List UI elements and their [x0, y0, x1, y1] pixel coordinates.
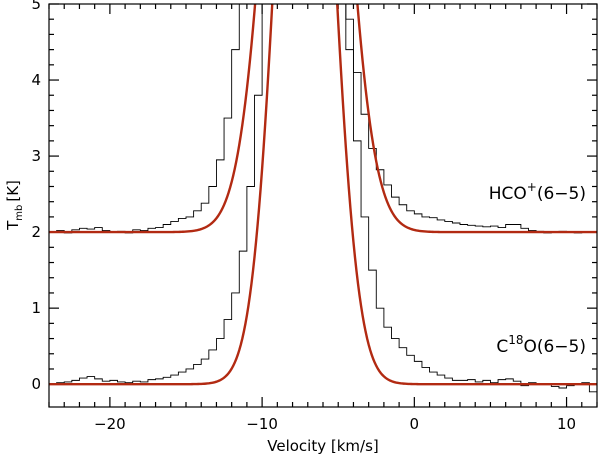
svg-text:Tmb[K]: Tmb [K]	[4, 180, 25, 231]
hco-gaussian-fit	[49, 4, 597, 234]
hco-label-main: HCO	[489, 184, 527, 204]
y-tick-label: 1	[31, 299, 41, 317]
y-tick-label: 4	[31, 71, 41, 89]
x-tick-label: 10	[557, 415, 576, 433]
y-axis-title-main: T	[4, 220, 22, 231]
x-tick-label: −10	[246, 415, 278, 433]
x-axis-title: Velocity [km/s]	[267, 437, 378, 455]
c18o-label-tail: O(6−5)	[523, 337, 586, 357]
y-axis-title: Tmb [K]	[4, 180, 25, 231]
y-axis-title-sub: mb	[14, 205, 25, 221]
y-axis-title-unit: [K]	[4, 180, 22, 202]
x-tick-label: 0	[410, 415, 420, 433]
y-tick-label: 2	[31, 223, 41, 241]
data-layer	[49, 4, 597, 393]
hco-label-sup: +	[527, 180, 537, 194]
plot-frame	[48, 3, 598, 408]
c18o-gaussian-fit	[49, 4, 597, 386]
y-tick-label: 0	[31, 375, 41, 393]
hco-label: HCO+(6−5)	[489, 180, 586, 204]
c18o-observed-spectrum	[49, 4, 597, 393]
hco-label-tail: (6−5)	[537, 184, 586, 204]
x-tick-label: −20	[94, 415, 126, 433]
y-tick-label: 3	[31, 147, 41, 165]
c18o-label-main: C	[496, 337, 508, 357]
c18o-label-sup: 18	[508, 333, 523, 347]
y-tick-label: 5	[31, 0, 41, 13]
c18o-label: C18O(6−5)	[496, 333, 586, 357]
labels-layer: −20 −10 0 10 0 1 2 3 4 5	[31, 0, 576, 433]
